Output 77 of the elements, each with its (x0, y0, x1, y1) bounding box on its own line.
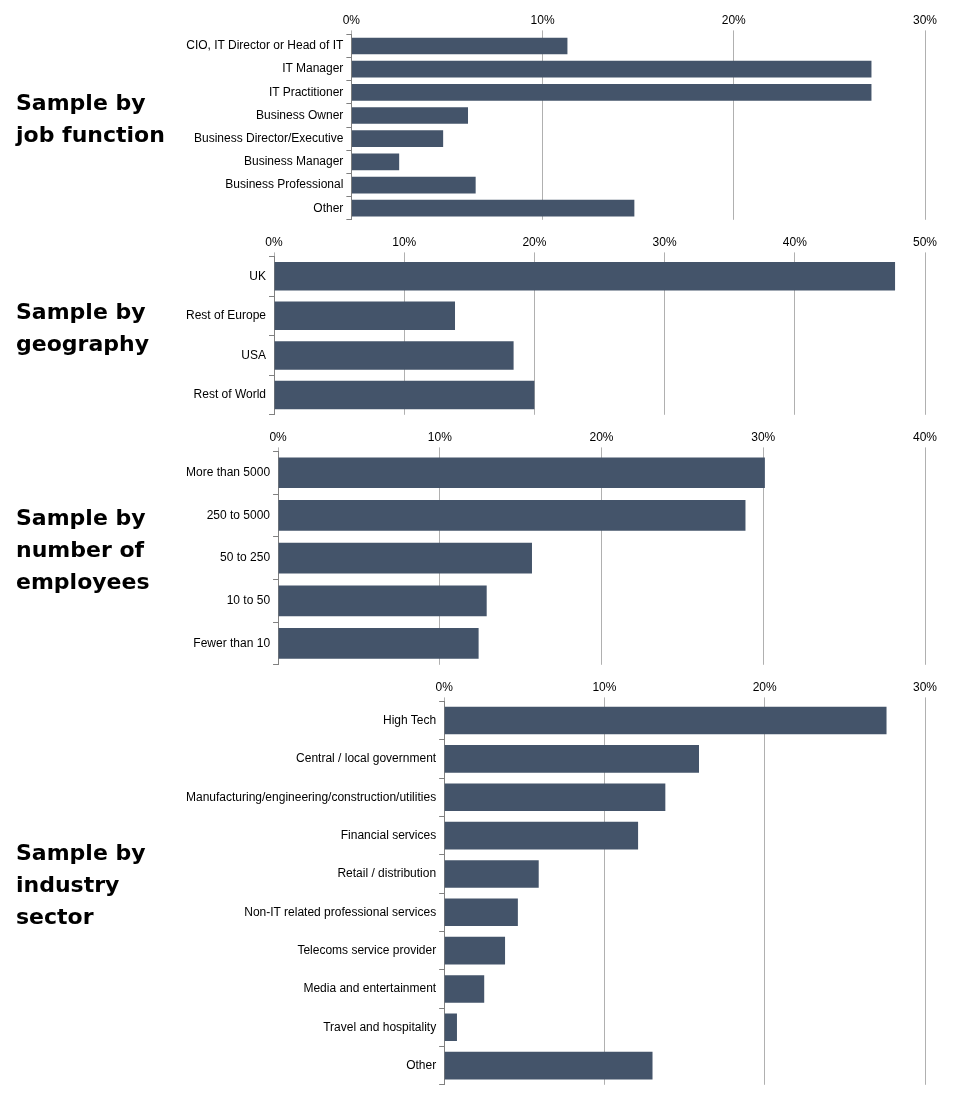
x-tick-label: 20% (589, 429, 614, 444)
x-tick-label: 30% (912, 12, 938, 27)
x-tick-label: 10% (427, 429, 453, 444)
bar (444, 860, 539, 888)
x-tick-label: 10% (530, 12, 555, 27)
y-tick-label: IT Manager (282, 61, 344, 76)
y-tick-label: CIO, IT Director or Head of IT (186, 38, 345, 53)
y-tick-label: 10 to 50 (226, 593, 271, 608)
x-tick-label: 30% (912, 679, 938, 694)
bar (444, 975, 485, 1003)
bar (351, 130, 444, 148)
x-tick-label: 0% (435, 679, 454, 694)
y-tick-label: Rest of Europe (186, 308, 267, 323)
x-tick-label: 30% (652, 234, 677, 249)
bar (351, 60, 872, 78)
y-tick-label: IT Practitioner (268, 84, 344, 99)
x-tick-label: 0% (265, 234, 284, 249)
y-tick-label: USA (241, 347, 267, 362)
bar (444, 745, 699, 773)
x-tick-label: 20% (721, 12, 747, 27)
x-tick-label: 20% (752, 679, 778, 694)
x-tick-label: 10% (592, 679, 617, 694)
bar (444, 706, 887, 735)
bar (444, 1013, 457, 1042)
y-tick-label: Rest of World (193, 387, 267, 402)
y-tick-label: Non-IT related professional services (244, 904, 437, 919)
bar (444, 936, 506, 965)
x-tick-label: 50% (912, 234, 938, 249)
bar (274, 301, 456, 331)
bar (351, 37, 568, 55)
bar (278, 628, 479, 659)
text: Sample by number of employees (15, 504, 151, 596)
bar (278, 585, 487, 617)
y-tick-label: Other (406, 1057, 437, 1072)
y-tick-label: Financial services (340, 827, 437, 842)
bar (274, 341, 514, 370)
y-tick-label: 250 to 5000 (206, 507, 271, 522)
y-tick-label: Other (313, 200, 344, 215)
x-tick-label: 20% (522, 234, 547, 249)
text: Sample by job function (14, 89, 166, 149)
y-tick-label: UK (249, 268, 267, 283)
bar (351, 84, 872, 101)
bar (278, 542, 532, 574)
y-tick-label: Central / local government (296, 751, 437, 766)
x-tick-label: 40% (912, 429, 938, 444)
y-tick-label: Business Professional (225, 177, 344, 192)
y-tick-label: Retail / distribution (337, 866, 437, 881)
y-tick-label: High Tech (382, 712, 437, 727)
x-tick-label: 0% (342, 12, 361, 27)
bar (444, 783, 666, 812)
bar (351, 199, 635, 217)
x-tick-label: 10% (392, 234, 417, 249)
bar (444, 898, 518, 927)
bar (351, 153, 400, 171)
bar (274, 261, 896, 291)
x-tick-label: 30% (751, 429, 776, 444)
y-tick-label: More than 5000 (186, 465, 271, 480)
text: Sample by industry sector (15, 839, 147, 931)
y-tick-label: 50 to 250 (220, 550, 271, 565)
y-tick-label: Business Owner (256, 107, 344, 122)
bar (274, 380, 535, 410)
y-tick-label: Manufacturing/engineering/construction/utilities (185, 789, 437, 804)
y-tick-label: Business Manager (243, 154, 344, 169)
x-tick-label: 0% (269, 429, 288, 444)
y-tick-label: Business Director/Executive (193, 131, 344, 145)
bar (278, 457, 765, 489)
x-tick-label: 40% (782, 234, 808, 249)
bar (351, 107, 469, 124)
y-tick-label: Telecoms service provider (297, 942, 437, 957)
text: Sample by geography (15, 297, 150, 358)
y-tick-label: Fewer than 10 (193, 635, 271, 650)
bar (351, 176, 476, 194)
bar (444, 821, 639, 850)
y-tick-label: Travel and hospitality (323, 1019, 437, 1034)
bar (444, 1051, 653, 1080)
bar (278, 500, 746, 531)
y-tick-label: Media and entertainment (303, 981, 437, 996)
